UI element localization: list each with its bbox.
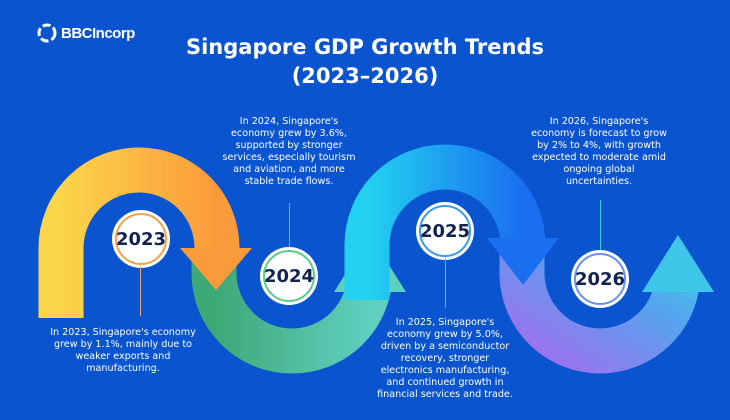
description-line: stable trade flows. <box>244 176 334 187</box>
logo: BBCIncorp <box>36 22 135 44</box>
page-subtitle: (2023–2026) <box>291 64 439 88</box>
connector-line-2026 <box>600 200 602 250</box>
logo-text: BBCIncorp <box>61 24 135 42</box>
description-line: by 2% to 4%, with growth <box>537 140 661 151</box>
description-line: financial services and trade. <box>377 389 513 400</box>
connector-line-2025 <box>445 258 447 308</box>
description-line: and continued growth in <box>386 377 504 388</box>
description-line: economy grew by 3.6%, <box>231 128 347 139</box>
year-badge-2023: 2023 <box>115 213 167 265</box>
year-badge-2025: 2025 <box>419 205 471 257</box>
connector-line-2023 <box>140 266 142 316</box>
connector-line-2024 <box>289 203 291 247</box>
arrow-2025 <box>344 144 559 300</box>
description-line: electronics manufacturing, <box>380 365 510 376</box>
description-line: driven by a semiconductor <box>380 341 510 352</box>
bbcincorp-logo-icon <box>37 23 57 43</box>
arrow-2026 <box>499 235 714 374</box>
description-line: recovery, stronger <box>400 353 490 364</box>
description-line: supported by stronger <box>235 140 343 151</box>
description-line: In 2026, Singapore's <box>549 116 649 127</box>
description-line: grew by 1.1%, mainly due to <box>53 339 193 350</box>
page-title: Singapore GDP Growth Trends <box>185 35 545 59</box>
description-2023: In 2023, Singapore's economy grew by 1.1… <box>38 327 208 375</box>
description-line: In 2023, Singapore's economy <box>50 327 196 338</box>
description-line: economy grew by 5.0%, <box>387 329 503 340</box>
description-line: weaker exports and <box>75 351 171 362</box>
description-line: economy is forecast to grow <box>531 128 667 139</box>
description-line: expected to moderate amid <box>532 152 666 163</box>
year-badge-2026: 2026 <box>574 253 626 305</box>
description-line: manufacturing. <box>86 363 160 374</box>
arrow-2023 <box>38 147 252 318</box>
description-line: In 2024, Singapore's <box>239 116 339 127</box>
year-badge-2024: 2024 <box>263 250 315 302</box>
description-line: services, especially tourism <box>222 152 356 163</box>
description-line: and aviation, and more <box>233 164 345 175</box>
description-2025: In 2025, Singapore's economy grew by 5.0… <box>360 317 530 401</box>
description-2026: In 2026, Singapore's economy is forecast… <box>514 116 684 188</box>
description-line: ongoing global <box>563 164 635 175</box>
description-line: uncertainties. <box>565 176 633 187</box>
description-2024: In 2024, Singapore's economy grew by 3.6… <box>204 116 374 188</box>
description-line: In 2025, Singapore's <box>395 317 495 328</box>
